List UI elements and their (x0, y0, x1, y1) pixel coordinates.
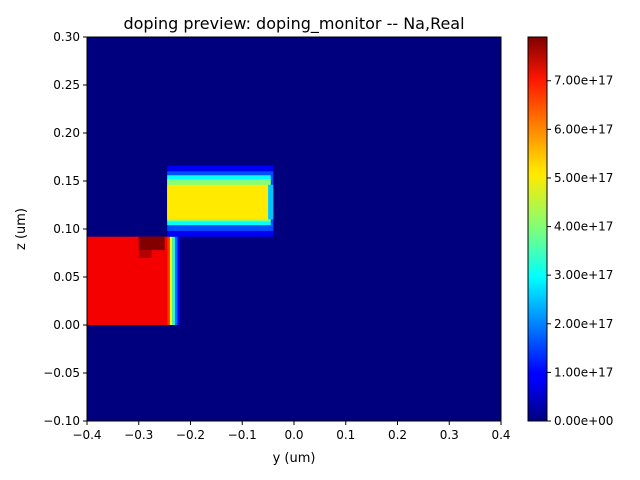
heatmap-region-4 (174, 236, 178, 325)
plot-area (86, 36, 502, 422)
x-tick-label: −0.3 (124, 428, 153, 442)
x-tick-label: 0.2 (388, 428, 407, 442)
heatmap-region-7 (138, 250, 152, 258)
colorbar-tick-label: 2.00e+17 (554, 317, 613, 331)
y-tick-label: 0.30 (53, 30, 80, 44)
x-axis-label: y (um) (273, 451, 316, 466)
colorbar-tick-label: 6.00e+17 (554, 122, 613, 136)
x-tick-label: −0.4 (72, 428, 101, 442)
x-tick-label: 0.3 (440, 428, 459, 442)
x-tick-label: −0.1 (228, 428, 257, 442)
heatmap-region-5 (177, 236, 181, 325)
x-tick-label: 0.0 (284, 428, 303, 442)
y-tick-label: 0.15 (53, 174, 80, 188)
y-tick-label: 0.25 (53, 78, 80, 92)
heatmap-region-1 (167, 236, 170, 325)
y-tick-label: −0.05 (43, 366, 80, 380)
y-tick-label: 0.10 (53, 222, 80, 236)
chart-title: doping preview: doping_monitor -- Na,Rea… (123, 14, 464, 34)
heatmap-region-2 (169, 236, 173, 325)
heatmap-region-0 (87, 236, 168, 325)
colorbar-frame (527, 36, 548, 422)
heatmap-region-3 (172, 236, 175, 325)
x-axis: −0.4 −0.3 −0.2 −0.1 0.0 0.1 0.2 0.3 0.4 (72, 421, 511, 442)
colorbar-tick-label: 4.00e+17 (554, 220, 613, 234)
y-axis: −0.10 −0.05 0.00 0.05 0.10 0.15 0.20 0.25 0.30 (43, 30, 87, 428)
colorbar-tick-label: 1.00e+17 (554, 365, 613, 379)
plot-background (87, 37, 501, 421)
x-tick-label: −0.2 (176, 428, 205, 442)
y-tick-label: 0.20 (53, 126, 80, 140)
x-tick-label: 0.1 (336, 428, 355, 442)
y-axis-label: z (um) (14, 208, 29, 250)
colorbar-tick-label: 3.00e+17 (554, 268, 613, 282)
colorbar-gradient (528, 37, 547, 421)
heatmap-regions (87, 165, 274, 325)
colorbar-tick-label: 7.00e+17 (554, 74, 613, 88)
x-tick-label: 0.4 (491, 428, 510, 442)
y-tick-label: −0.10 (43, 414, 80, 428)
heatmap-region-12 (167, 184, 269, 220)
heatmap-region-13 (268, 184, 274, 220)
colorbar-tick-label: 5.00e+17 (554, 171, 613, 185)
colorbar-tick-label: 0.00e+00 (554, 414, 613, 428)
colorbar-ticks: 0.00e+00 1.00e+17 2.00e+17 3.00e+17 4.00e+17… (547, 74, 613, 428)
colorbar: 0.00e+00 1.00e+17 2.00e+17 3.00e+17 4.00e+17… (527, 36, 613, 428)
y-tick-label: 0.00 (53, 318, 80, 332)
heatmap-region-6 (138, 236, 165, 251)
y-tick-label: 0.05 (53, 270, 80, 284)
